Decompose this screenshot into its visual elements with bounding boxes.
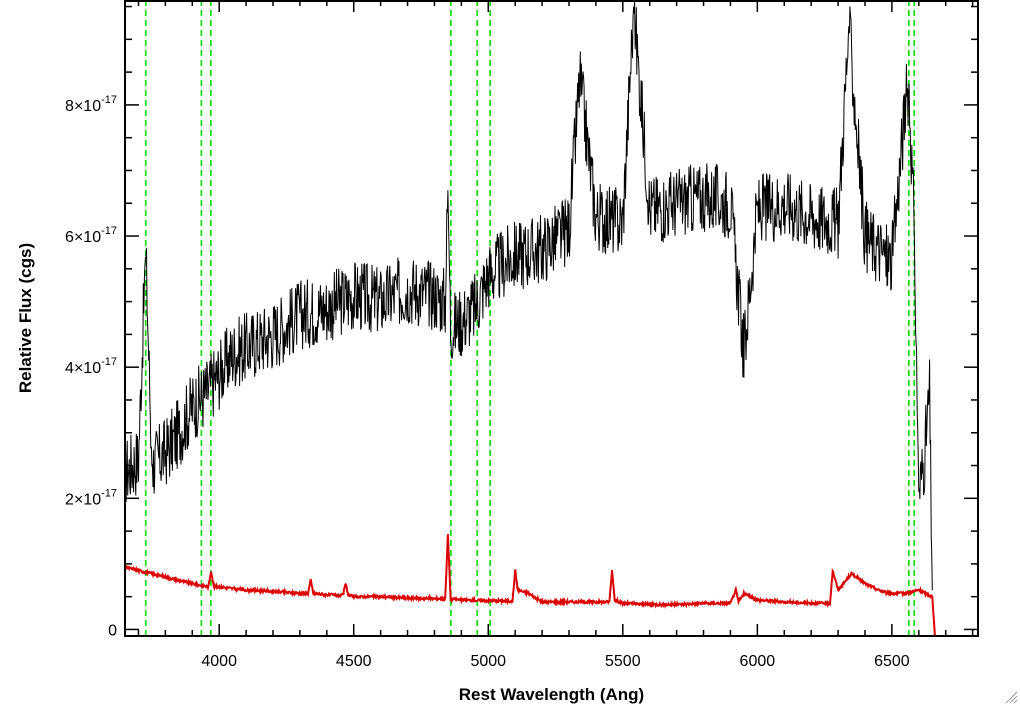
- x-tick-label: 5000: [470, 653, 506, 670]
- x-tick-label: 5500: [605, 653, 641, 670]
- plot-frame: [124, 0, 979, 637]
- x-tick-label: 4000: [201, 653, 237, 670]
- reference-lines: [144, 0, 916, 636]
- x-tick-label: 6500: [874, 653, 910, 670]
- series-line-noise: [124, 534, 978, 637]
- resize-grip-icon[interactable]: [1004, 690, 1018, 704]
- x-axis-title: Rest Wavelength (Ang): [459, 685, 644, 704]
- y-tick-label: 2×10-17: [65, 487, 117, 508]
- x-axis: 4000 4500 5000 5500 6000 6500: [137, 0, 974, 670]
- series-line-spectrum: [124, 0, 933, 591]
- y-axis-title: Relative Flux (cgs): [16, 243, 35, 393]
- y-axis: 0 2×10-17 4×10-17 6×10-17 8×10-17: [65, 5, 978, 639]
- y-tick-label: 6×10-17: [65, 225, 117, 246]
- x-tick-label: 6000: [740, 653, 776, 670]
- x-tick-label: 4500: [336, 653, 372, 670]
- y-tick-label: 8×10-17: [65, 94, 117, 115]
- y-tick-label: 4×10-17: [65, 356, 117, 377]
- y-tick-label: 0: [108, 622, 117, 639]
- series-layer: [124, 0, 978, 637]
